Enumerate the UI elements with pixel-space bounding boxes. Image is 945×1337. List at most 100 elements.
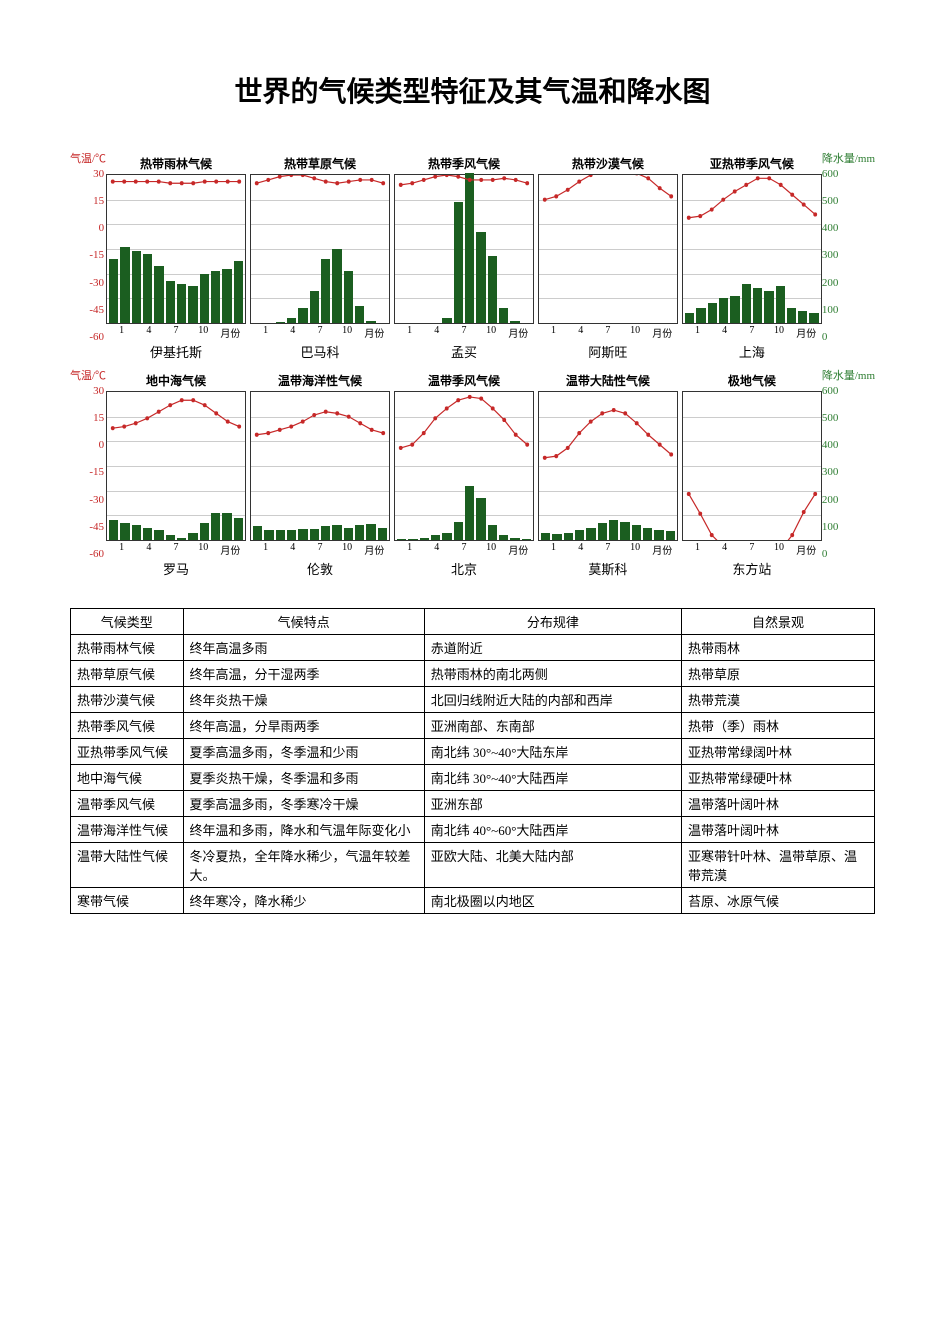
precip-bar	[332, 249, 341, 323]
precip-bar	[366, 321, 375, 323]
precip-bar	[366, 524, 375, 540]
precip-bar	[666, 531, 675, 540]
temp-tick: -15	[89, 249, 104, 261]
precip-bar	[234, 261, 243, 323]
climate-plot	[250, 174, 390, 324]
table-row: 温带大陆性气候冬冷夏热，全年降水稀少，气温年较差大。亚欧大陆、北美大陆内部亚寒带…	[71, 843, 875, 888]
precip-bar	[420, 538, 429, 540]
table-cell: 冬冷夏热，全年降水稀少，气温年较差大。	[183, 843, 424, 888]
table-cell: 亚欧大陆、北美大陆内部	[424, 843, 681, 888]
precip-bar	[620, 522, 629, 541]
precip-bar	[575, 530, 584, 540]
precip-bar	[298, 308, 307, 323]
precip-bar	[344, 528, 353, 540]
precip-bar	[431, 535, 440, 540]
climate-plot	[682, 174, 822, 324]
climate-plot	[106, 391, 246, 541]
x-ticks: 14710月份	[250, 541, 390, 557]
temp-tick: -15	[89, 466, 104, 478]
precip-bar	[499, 308, 508, 323]
table-cell: 夏季高温多雨，冬季温和少雨	[183, 739, 424, 765]
climate-plot	[394, 174, 534, 324]
precip-bar	[310, 529, 319, 540]
table-row: 热带雨林气候终年高温多雨赤道附近热带雨林	[71, 635, 875, 661]
panel-title: 亚热带季风气候	[710, 155, 794, 172]
table-cell: 亚寒带针叶林、温带草原、温带荒漠	[682, 843, 875, 888]
precip-tick: 100	[822, 304, 839, 316]
precip-bar	[488, 256, 497, 323]
precip-bar	[200, 274, 209, 323]
climate-plot	[394, 391, 534, 541]
table-cell: 夏季炎热干燥，冬季温和多雨	[183, 765, 424, 791]
climate-panel: 热带草原气候14710月份巴马科	[250, 155, 390, 361]
precip-bar	[552, 534, 561, 540]
precip-tick: 100	[822, 521, 839, 533]
city-label: 阿斯旺	[588, 342, 627, 361]
climate-plot	[250, 391, 390, 541]
precip-tick: 0	[822, 331, 839, 343]
precip-bar	[465, 486, 474, 540]
precip-bar	[742, 284, 751, 323]
precip-bar	[253, 526, 262, 540]
table-cell: 温带落叶阔叶林	[682, 817, 875, 843]
city-label: 上海	[739, 342, 765, 361]
climate-panel: 热带季风气候14710月份孟买	[394, 155, 534, 361]
panel-title: 热带季风气候	[428, 155, 500, 172]
precip-bar	[776, 286, 785, 323]
table-cell: 寒带气候	[71, 888, 184, 914]
table-cell: 温带落叶阔叶林	[682, 791, 875, 817]
precip-bar	[298, 529, 307, 540]
precip-bar	[476, 232, 485, 323]
precip-bar	[276, 530, 285, 540]
precip-bar	[321, 259, 330, 323]
precip-bar	[143, 528, 152, 540]
table-row: 热带草原气候终年高温，分干湿两季热带雨林的南北两侧热带草原	[71, 661, 875, 687]
precip-bar	[154, 266, 163, 323]
precip-tick: 600	[822, 168, 839, 180]
precip-bar	[211, 513, 220, 540]
table-cell: 亚热带季风气候	[71, 739, 184, 765]
table-header: 分布规律	[424, 609, 681, 635]
table-row: 亚热带季风气候夏季高温多雨，冬季温和少雨南北纬 30°~40°大陆东岸亚热带常绿…	[71, 739, 875, 765]
precip-bar	[643, 528, 652, 540]
precip-bar	[222, 269, 231, 323]
city-label: 伦敦	[307, 559, 333, 578]
x-ticks: 14710月份	[538, 324, 678, 340]
precip-bar	[154, 530, 163, 540]
table-cell: 热带草原	[682, 661, 875, 687]
climate-panel: 热带雨林气候14710月份伊基托斯	[106, 155, 246, 361]
table-row: 热带季风气候终年高温，分旱雨两季亚洲南部、东南部热带（季）雨林	[71, 713, 875, 739]
table-cell: 南北极圈以内地区	[424, 888, 681, 914]
panel-title: 温带海洋性气候	[278, 372, 362, 389]
x-ticks: 14710月份	[682, 541, 822, 557]
precip-bar	[332, 525, 341, 540]
precip-bar	[476, 498, 485, 540]
precip-bar	[598, 523, 607, 540]
table-cell: 热带（季）雨林	[682, 713, 875, 739]
city-label: 莫斯科	[588, 559, 627, 578]
table-cell: 亚热带常绿阔叶林	[682, 739, 875, 765]
temp-tick: -45	[89, 521, 104, 533]
precip-tick: 300	[822, 466, 839, 478]
climate-panel: 温带季风气候14710月份北京	[394, 372, 534, 578]
panel-title: 地中海气候	[146, 372, 206, 389]
precip-bar	[465, 173, 474, 323]
precip-bar	[188, 286, 197, 323]
city-label: 孟买	[451, 342, 477, 361]
table-cell: 南北纬 40°~60°大陆西岸	[424, 817, 681, 843]
temp-tick: -60	[89, 331, 104, 343]
precip-axis-label: 降水量/mm	[822, 150, 875, 166]
precip-bar	[764, 291, 773, 323]
precip-bar	[454, 202, 463, 323]
precip-tick: 500	[822, 195, 839, 207]
precip-bar	[177, 284, 186, 323]
table-cell: 亚热带常绿硬叶林	[682, 765, 875, 791]
precip-bar	[310, 291, 319, 323]
precip-bar	[120, 523, 129, 540]
precip-bar	[287, 318, 296, 323]
table-cell: 终年寒冷，降水稀少	[183, 888, 424, 914]
climate-table: 气候类型气候特点分布规律自然景观 热带雨林气候终年高温多雨赤道附近热带雨林热带草…	[70, 608, 875, 914]
table-row: 寒带气候终年寒冷，降水稀少南北极圈以内地区苔原、冰原气候	[71, 888, 875, 914]
table-cell: 热带季风气候	[71, 713, 184, 739]
precip-bar	[109, 520, 118, 540]
